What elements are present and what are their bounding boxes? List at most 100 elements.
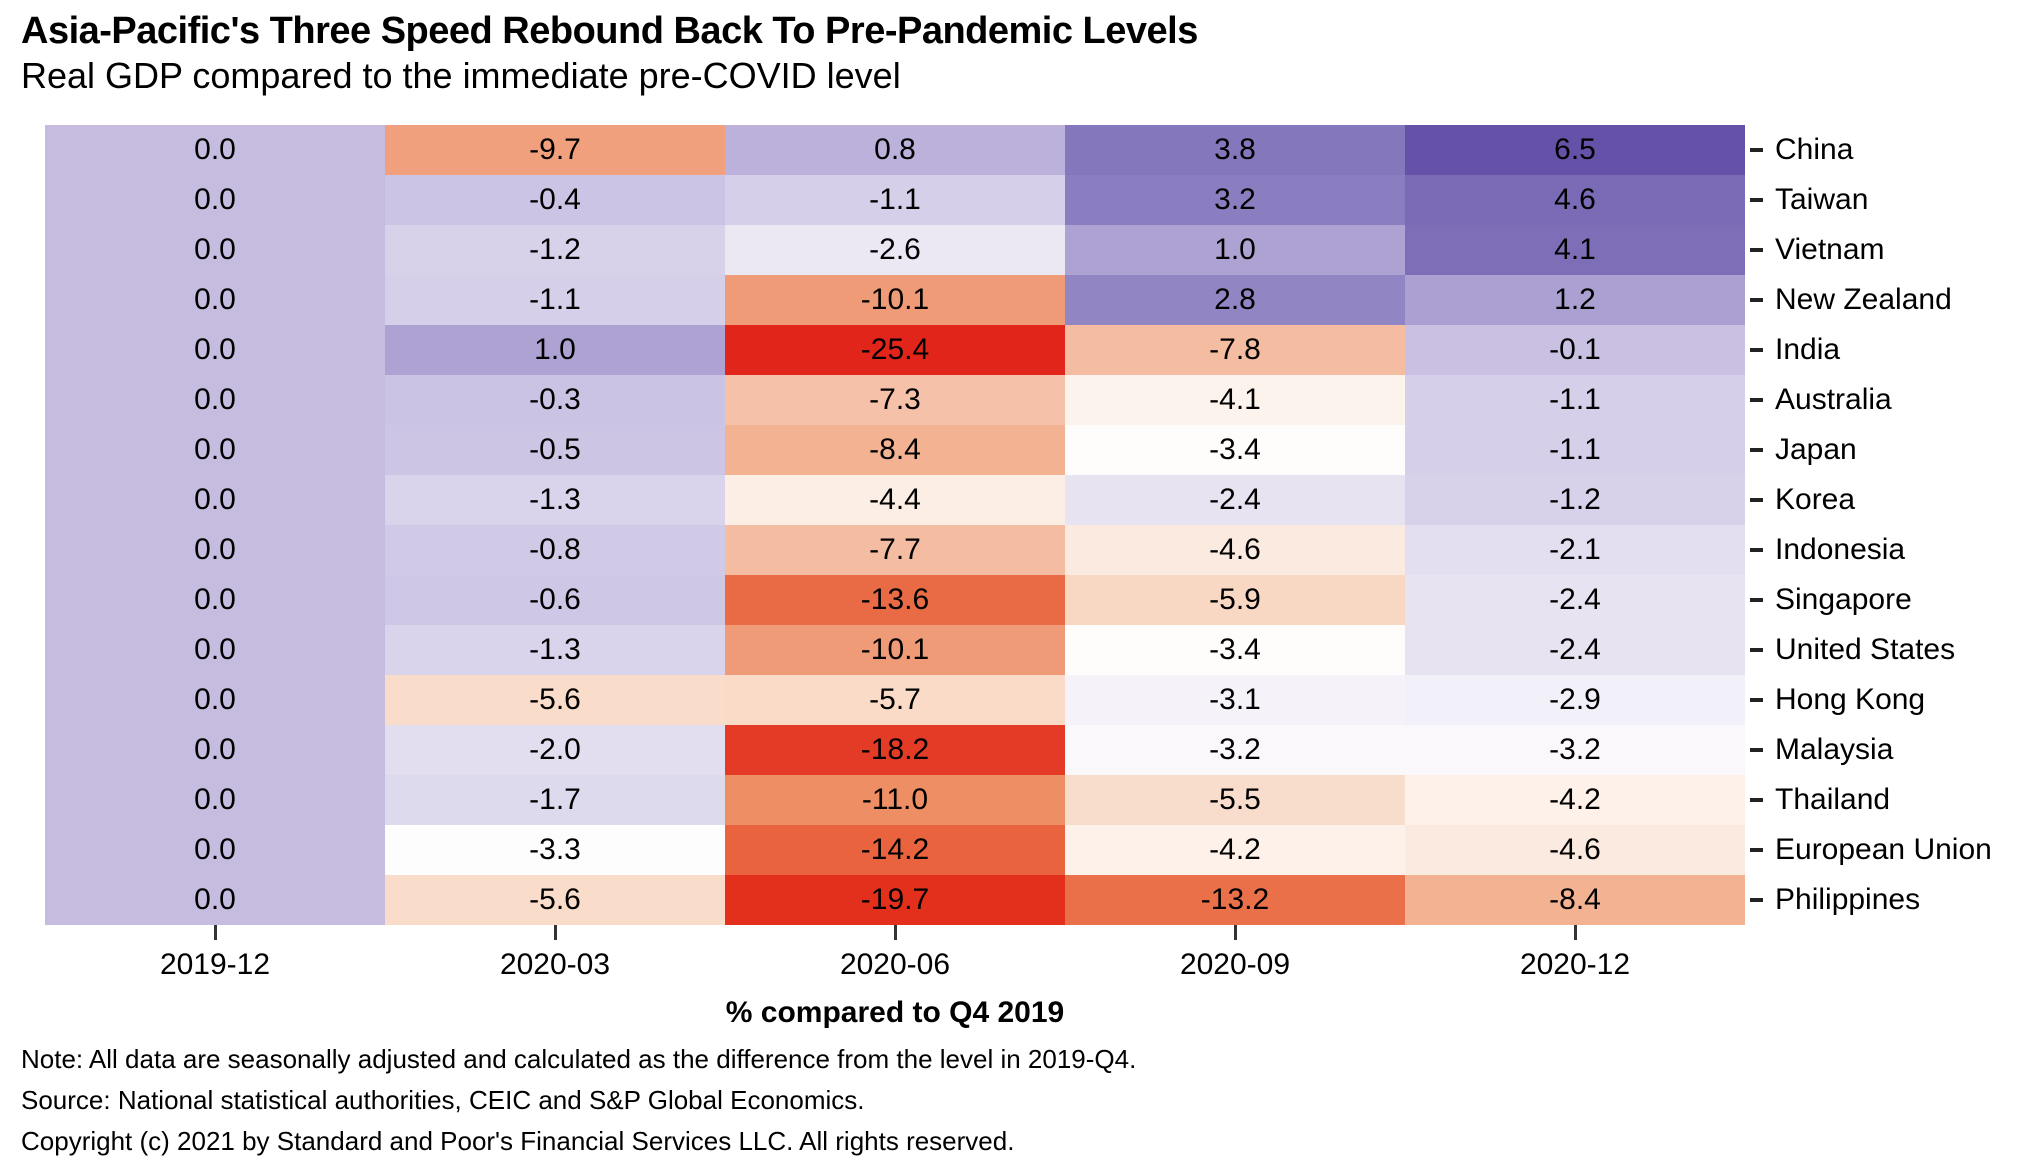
heatmap-cell: 0.0 bbox=[45, 325, 385, 375]
heatmap-cell: -1.2 bbox=[1405, 475, 1745, 525]
heatmap-cell: 3.8 bbox=[1065, 125, 1405, 175]
heatmap-row: 0.0 -0.5 -8.4 -3.4 -1.1 bbox=[45, 425, 1745, 475]
y-axis-tick bbox=[1750, 148, 1763, 152]
heatmap-cell: -8.4 bbox=[1405, 875, 1745, 925]
y-axis-tick bbox=[1750, 648, 1763, 652]
heatmap-cell: -5.9 bbox=[1065, 575, 1405, 625]
heatmap-cell: -0.3 bbox=[385, 375, 725, 425]
heatmap-cell: -7.7 bbox=[725, 525, 1065, 575]
heatmap-cell: -3.2 bbox=[1405, 725, 1745, 775]
row-label-malaysia: Malaysia bbox=[1775, 733, 1894, 766]
row-label-korea: Korea bbox=[1775, 483, 1856, 516]
heatmap-cell: 3.2 bbox=[1065, 175, 1405, 225]
x-axis-tick bbox=[1233, 925, 1237, 940]
heatmap-cell: -4.1 bbox=[1065, 375, 1405, 425]
heatmap-cell: 0.0 bbox=[45, 625, 385, 675]
heatmap-cell: -13.6 bbox=[725, 575, 1065, 625]
heatmap-cell: 1.2 bbox=[1405, 275, 1745, 325]
row-label-european-union: European Union bbox=[1775, 833, 1992, 866]
heatmap-row: 0.0 -0.3 -7.3 -4.1 -1.1 bbox=[45, 375, 1745, 425]
heatmap-cell: -2.4 bbox=[1405, 625, 1745, 675]
heatmap-cell: -5.6 bbox=[385, 675, 725, 725]
heatmap-row: 0.0 -1.1 -10.1 2.8 1.2 bbox=[45, 275, 1745, 325]
heatmap-cell: -1.3 bbox=[385, 475, 725, 525]
heatmap-cell: -4.2 bbox=[1405, 775, 1745, 825]
heatmap-cell: 2.8 bbox=[1065, 275, 1405, 325]
row-label-new-zealand: New Zealand bbox=[1775, 283, 1952, 316]
heatmap-cell: -0.4 bbox=[385, 175, 725, 225]
heatmap-cell: -3.4 bbox=[1065, 625, 1405, 675]
heatmap-cell: 6.5 bbox=[1405, 125, 1745, 175]
y-axis-tick bbox=[1750, 248, 1763, 252]
heatmap-cell: -3.2 bbox=[1065, 725, 1405, 775]
y-axis-tick bbox=[1750, 498, 1763, 502]
heatmap-cell: -1.3 bbox=[385, 625, 725, 675]
y-axis-tick bbox=[1750, 448, 1763, 452]
heatmap-cell: -0.6 bbox=[385, 575, 725, 625]
heatmap-cell: -3.3 bbox=[385, 825, 725, 875]
y-axis-tick bbox=[1750, 798, 1763, 802]
row-label-taiwan: Taiwan bbox=[1775, 183, 1869, 216]
heatmap-cell: -2.1 bbox=[1405, 525, 1745, 575]
heatmap-cell: -1.7 bbox=[385, 775, 725, 825]
heatmap-cell: 0.0 bbox=[45, 875, 385, 925]
copyright-note: Copyright (c) 2021 by Standard and Poor'… bbox=[21, 1126, 1015, 1156]
row-label-australia: Australia bbox=[1775, 383, 1892, 416]
footnote: Note: All data are seasonally adjusted a… bbox=[21, 1044, 1137, 1074]
heatmap-cell: -4.6 bbox=[1405, 825, 1745, 875]
y-axis-tick bbox=[1750, 598, 1763, 602]
heatmap-cell: -9.7 bbox=[385, 125, 725, 175]
row-label-thailand: Thailand bbox=[1775, 783, 1891, 816]
x-tick-label: 2020-03 bbox=[499, 948, 611, 981]
heatmap-cell: -2.9 bbox=[1405, 675, 1745, 725]
x-axis-tick bbox=[893, 925, 897, 940]
heatmap-cell: 0.0 bbox=[45, 125, 385, 175]
heatmap-cell: 1.0 bbox=[385, 325, 725, 375]
heatmap-cell: 0.0 bbox=[45, 375, 385, 425]
heatmap-row: 0.0 -0.8 -7.7 -4.6 -2.1 bbox=[45, 525, 1745, 575]
heatmap-cell: 0.8 bbox=[725, 125, 1065, 175]
heatmap-cell: -19.7 bbox=[725, 875, 1065, 925]
y-axis-tick bbox=[1750, 898, 1763, 902]
heatmap-cell: -2.4 bbox=[1065, 475, 1405, 525]
heatmap-cell: -13.2 bbox=[1065, 875, 1405, 925]
heatmap-cell: 0.0 bbox=[45, 825, 385, 875]
heatmap-cell: -0.1 bbox=[1405, 325, 1745, 375]
heatmap-row: 0.0 1.0 -25.4 -7.8 -0.1 bbox=[45, 325, 1745, 375]
heatmap-cell: -0.5 bbox=[385, 425, 725, 475]
row-label-hong-kong: Hong Kong bbox=[1775, 683, 1926, 716]
heatmap-cell: -4.4 bbox=[725, 475, 1065, 525]
heatmap-cell: -1.1 bbox=[725, 175, 1065, 225]
heatmap-cell: 0.0 bbox=[45, 775, 385, 825]
row-label-united-states: United States bbox=[1775, 633, 1956, 666]
x-axis-title: % compared to Q4 2019 bbox=[725, 996, 1065, 1029]
heatmap-cell: 0.0 bbox=[45, 175, 385, 225]
heatmap-cell: -10.1 bbox=[725, 275, 1065, 325]
heatmap-cell: 4.1 bbox=[1405, 225, 1745, 275]
y-axis-tick bbox=[1750, 548, 1763, 552]
heatmap-cell: -2.4 bbox=[1405, 575, 1745, 625]
heatmap-cell: -5.7 bbox=[725, 675, 1065, 725]
y-axis-tick bbox=[1750, 198, 1763, 202]
heatmap-cell: 0.0 bbox=[45, 275, 385, 325]
heatmap-cell: -4.2 bbox=[1065, 825, 1405, 875]
heatmap-cell: -3.1 bbox=[1065, 675, 1405, 725]
heatmap-cell: -1.1 bbox=[385, 275, 725, 325]
heatmap-cell: -8.4 bbox=[725, 425, 1065, 475]
heatmap-cell: 0.0 bbox=[45, 675, 385, 725]
heatmap-row: 0.0 -0.6 -13.6 -5.9 -2.4 bbox=[45, 575, 1745, 625]
row-label-india: India bbox=[1775, 333, 1841, 366]
y-axis-tick bbox=[1750, 748, 1763, 752]
heatmap-cell: -25.4 bbox=[725, 325, 1065, 375]
heatmap-cell: -5.6 bbox=[385, 875, 725, 925]
x-axis-tick bbox=[1573, 925, 1577, 940]
heatmap-cell: 0.0 bbox=[45, 425, 385, 475]
heatmap-row: 0.0 -3.3 -14.2 -4.2 -4.6 bbox=[45, 825, 1745, 875]
heatmap-cell: -5.5 bbox=[1065, 775, 1405, 825]
source-note: Source: National statistical authorities… bbox=[21, 1085, 865, 1115]
x-axis-tick bbox=[213, 925, 217, 940]
x-tick-label: 2020-06 bbox=[839, 948, 951, 981]
heatmap-cell: -11.0 bbox=[725, 775, 1065, 825]
heatmap-row: 0.0 -0.4 -1.1 3.2 4.6 bbox=[45, 175, 1745, 225]
heatmap-grid: 0.0 -9.7 0.8 3.8 6.5 0.0 -0.4 -1.1 3.2 4.6 0.0 -1.2… bbox=[45, 125, 1745, 925]
